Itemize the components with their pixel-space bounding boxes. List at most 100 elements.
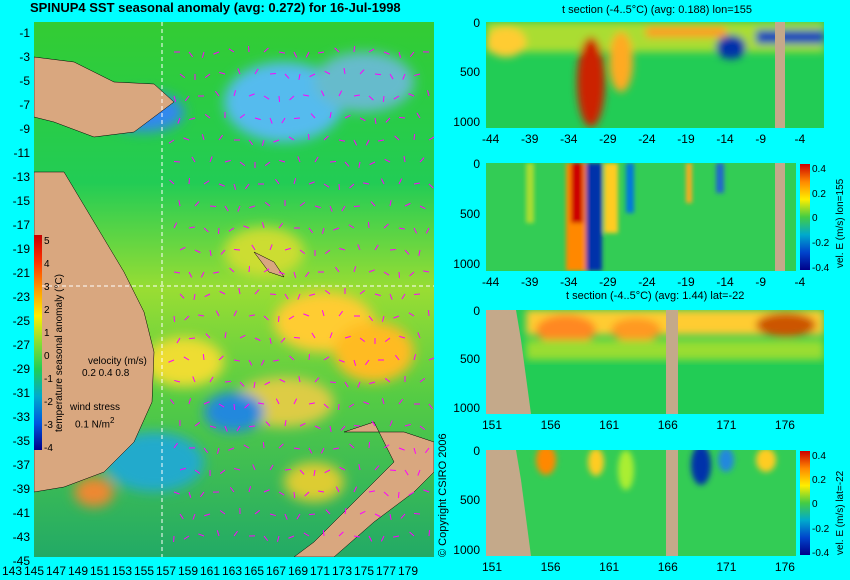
- velocity-arrow: [363, 182, 370, 185]
- map-colorbar-label: temperature seasonal anomaly (°C): [54, 274, 65, 432]
- lat-tick-label: -39: [12, 482, 30, 496]
- temp-section-lon155[interactable]: [486, 22, 824, 128]
- section-y-tick-label: 0: [473, 304, 480, 318]
- velocity-arrow: [248, 359, 253, 366]
- lat-tick-label: -7: [19, 98, 30, 112]
- velocity-arrow: [254, 68, 259, 75]
- velocity-arrow: [309, 293, 316, 297]
- velocity-arrow: [188, 491, 192, 498]
- colorbar-tick-label: 1: [44, 328, 50, 339]
- velocity-arrow: [357, 244, 361, 251]
- velocity-arrow: [321, 310, 325, 317]
- velocity-arrow: [289, 355, 295, 361]
- section-x-tick-label: -29: [599, 132, 617, 146]
- velocity-arrow: [284, 513, 288, 520]
- velocity-arrow: [323, 183, 330, 188]
- velocity-arrow: [318, 490, 325, 493]
- velocity-arrow: [233, 530, 238, 537]
- velocity-arrow: [183, 137, 190, 141]
- velocity-arrow: [338, 359, 345, 363]
- velocity-arrow: [408, 491, 415, 496]
- velocity-arrow: [329, 112, 332, 119]
- velocity-arrow: [383, 491, 389, 497]
- velocity-arrow: [329, 205, 333, 212]
- vel-section-lon155[interactable]: [486, 163, 796, 271]
- velocity-arrow: [383, 444, 390, 449]
- velocity-arrow: [365, 139, 370, 146]
- lon-tick-label: 149: [68, 564, 89, 578]
- velocity-arrow: [262, 441, 265, 449]
- section-x-tick-label: 166: [657, 560, 678, 574]
- velocity-arrow: [308, 513, 316, 516]
- australia-land: [34, 171, 155, 493]
- colorbar-tick-label: 5: [44, 236, 50, 247]
- velocity-arrow: [402, 73, 406, 80]
- velocity-arrow: [303, 94, 310, 97]
- velocity-arrow: [228, 48, 235, 53]
- velocity-arrow: [263, 268, 270, 273]
- wind-label: wind stress: [70, 402, 121, 413]
- vel-colorbar-lon155: [800, 164, 810, 270]
- velocity-arrow: [198, 533, 205, 537]
- section-x-tick-label: -34: [560, 275, 578, 289]
- velocity-arrow: [323, 135, 329, 141]
- velocity-arrow: [344, 508, 347, 515]
- velocity-arrow: [389, 420, 393, 427]
- lat-tick-label: -19: [12, 242, 30, 256]
- velocity-arrow: [183, 535, 190, 540]
- lat-tick-label: -21: [12, 266, 30, 280]
- velocity-arrow: [205, 333, 211, 339]
- velocity-arrow: [209, 425, 216, 429]
- lon-tick-label: 145: [24, 564, 45, 578]
- velocity-arrow: [194, 421, 201, 427]
- temp-section-lat22[interactable]: [486, 310, 824, 414]
- velocity-arrow: [400, 513, 406, 519]
- velocity-arrow: [169, 179, 175, 185]
- section-x-tick-label: 166: [657, 418, 678, 432]
- velocity-arrow: [169, 398, 175, 405]
- velocity-arrow: [369, 161, 376, 166]
- velocity-arrow: [168, 359, 175, 363]
- velocity-arrow: [348, 224, 355, 229]
- velocity-arrow: [248, 314, 255, 317]
- velocity-arrow: [381, 398, 385, 405]
- velocity-arrow: [299, 249, 306, 255]
- lat-tick-label: -1: [19, 26, 30, 40]
- velocity-arrow: [209, 156, 213, 163]
- lat-tick-label: -27: [12, 338, 30, 352]
- velocity-arrow: [389, 469, 397, 472]
- velocity-arrow: [307, 133, 310, 141]
- section-y-tick-label: 500: [459, 65, 480, 80]
- velocity-arrow: [269, 464, 274, 471]
- lat-tick-label: -37: [12, 458, 30, 472]
- velocity-arrow: [264, 201, 271, 207]
- velocity-arrow: [369, 381, 376, 385]
- vel-colorbar-tick-label: 0.4: [812, 164, 826, 175]
- velocity-arrow: [237, 68, 241, 75]
- vel-colorbar-tick-label: -0.2: [812, 237, 830, 249]
- lon-tick-label: 151: [90, 564, 111, 578]
- sst-map[interactable]: [34, 22, 434, 557]
- velocity-arrow: [281, 117, 286, 124]
- velocity-arrow: [173, 222, 178, 229]
- velocity-arrow: [359, 69, 365, 75]
- velocity-arrow: [293, 271, 297, 278]
- velocity-arrow: [209, 249, 212, 256]
- velocity-arrow: [269, 117, 273, 124]
- colorbar-tick-label: 2: [44, 305, 50, 316]
- velocity-arrow: [239, 161, 246, 167]
- velocity-arrow: [381, 315, 385, 322]
- velocity-arrow: [358, 464, 361, 471]
- colorbar-tick-label: -1: [44, 374, 53, 385]
- velocity-arrow: [215, 310, 220, 317]
- vel-section-lat22[interactable]: [486, 450, 796, 556]
- velocity-arrow: [204, 73, 211, 79]
- lon-tick-label: 165: [244, 564, 265, 578]
- velocity-arrow: [233, 90, 237, 97]
- velocity-arrow: [248, 93, 255, 97]
- velocity-arrow: [353, 139, 358, 146]
- velocity-arrow: [359, 117, 366, 122]
- velocity-arrow: [263, 315, 269, 321]
- velocity-arrow: [353, 535, 360, 538]
- velocity-arrow: [265, 421, 271, 427]
